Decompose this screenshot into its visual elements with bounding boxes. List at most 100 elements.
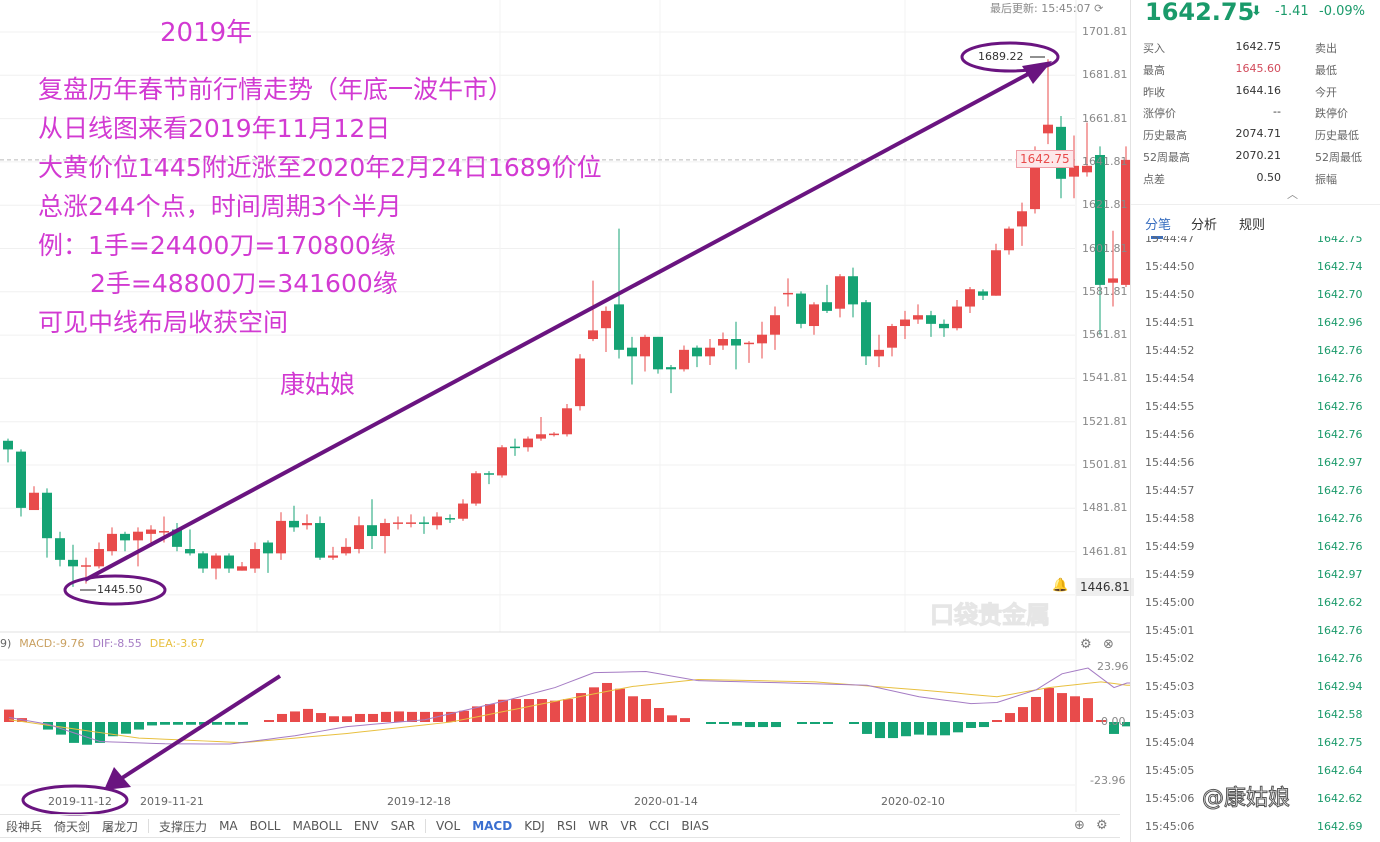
toolbar-item[interactable]: CCI xyxy=(649,819,670,833)
tick-row: 15:45:05 1642.64 xyxy=(1145,764,1380,777)
candle-body xyxy=(523,438,533,448)
toolbar-item[interactable]: KDJ xyxy=(524,819,545,833)
toolbar-item[interactable]: MA xyxy=(219,819,238,833)
candle-body xyxy=(432,516,442,526)
candle-body xyxy=(861,302,871,357)
price-change-pct: -0.09% xyxy=(1319,4,1365,19)
price-tick: 1501.81 xyxy=(1082,458,1128,471)
tick-row: 15:45:06 1642.69 xyxy=(1145,820,1380,833)
toolbar-item[interactable]: BOLL xyxy=(249,819,281,833)
tick-price: 1642.97 xyxy=(1317,568,1363,581)
quote-label: 点差 xyxy=(1143,172,1165,186)
current-price-label: 1642.75 xyxy=(1016,150,1074,168)
toolbar-item[interactable]: BIAS xyxy=(681,819,709,833)
tick-row: 15:44:52 1642.76 xyxy=(1145,344,1380,357)
candle-body xyxy=(263,542,273,554)
gear-icon[interactable]: ⚙ xyxy=(1080,637,1092,652)
candle-body xyxy=(16,451,26,508)
candle-body xyxy=(302,523,312,526)
toolbar-item[interactable]: 倚天剑 xyxy=(54,819,91,834)
date-arrow xyxy=(120,674,282,780)
tick-row: 15:45:01 1642.76 xyxy=(1145,624,1380,637)
toolbar-item[interactable]: VR xyxy=(620,819,638,833)
candle-body xyxy=(770,315,780,335)
quote-value: 1645.60 xyxy=(1235,61,1282,75)
tick-price: 1642.94 xyxy=(1317,680,1363,693)
tab-analysis[interactable]: 分析 xyxy=(1191,218,1218,233)
date-arrowhead xyxy=(104,767,131,790)
macd-bar xyxy=(888,722,898,739)
price-tick: 1521.81 xyxy=(1082,414,1128,428)
macd-header: 9) MACD:-9.76 DIF:-8.55 DEA:-3.67 xyxy=(0,637,213,650)
quote-value: 1644.16 xyxy=(1235,83,1282,97)
macd-bar xyxy=(4,709,14,722)
chart-canvas[interactable] xyxy=(0,0,1130,842)
tab-ticks[interactable]: 分笔 xyxy=(1145,218,1172,233)
candle-body xyxy=(991,250,1001,296)
settings-icon[interactable]: ⚙ xyxy=(1096,818,1108,833)
macd-bar xyxy=(160,722,170,725)
toolbar-item[interactable]: VOL xyxy=(436,819,461,833)
toolbar-item[interactable]: SAR xyxy=(390,819,416,833)
candle-body xyxy=(458,503,468,519)
toolbar-item[interactable]: RSI xyxy=(556,819,577,833)
bell-icon[interactable]: 🔔 xyxy=(1052,578,1069,593)
candle-body xyxy=(380,523,390,537)
tick-list[interactable]: 15:44:47 1642.75 15:44:50 1642.74 15:44:50 16… xyxy=(1131,236,1380,842)
macd-bar xyxy=(745,722,755,728)
macd-bar xyxy=(654,707,664,722)
toolbar-item[interactable]: MACD xyxy=(472,819,513,833)
macd-tick: -23.96 xyxy=(1090,774,1126,787)
candle-body xyxy=(120,533,130,541)
candle-body xyxy=(445,518,455,520)
macd-bar xyxy=(498,699,508,722)
candle-body xyxy=(913,315,923,320)
macd-bar xyxy=(1109,722,1119,734)
quote-value: 0.50 xyxy=(1256,170,1282,184)
candle-body xyxy=(1017,211,1027,227)
collapse-chevron-icon[interactable]: ︿ xyxy=(1287,188,1298,201)
refresh-icon[interactable]: ⟳ xyxy=(1094,2,1104,15)
toolbar-item[interactable]: WR xyxy=(588,819,609,833)
macd-bar xyxy=(186,722,196,725)
down-arrow-icon: ⬇ xyxy=(1251,4,1262,19)
tick-time: 15:44:47 xyxy=(1145,236,1195,245)
candle-body xyxy=(562,408,572,435)
tick-price: 1642.76 xyxy=(1317,400,1363,413)
tick-row: 15:45:02 1642.76 xyxy=(1145,652,1380,665)
candle-body xyxy=(666,367,676,370)
candle-body xyxy=(926,315,936,324)
last-update: 最后更新: 15:45:07 ⟳ xyxy=(990,0,1103,16)
tick-price: 1642.70 xyxy=(1317,288,1363,301)
macd-bar xyxy=(966,722,976,728)
candle-body xyxy=(796,293,806,324)
quote-row: 52周最高 2070.21 52周最低 xyxy=(1143,149,1373,171)
candle-body xyxy=(406,522,416,524)
toolbar-item[interactable]: ENV xyxy=(353,819,379,833)
tick-row: 15:44:56 1642.76 xyxy=(1145,428,1380,441)
macd-bar xyxy=(732,722,742,726)
candle-body xyxy=(575,358,585,407)
candle-body xyxy=(1030,159,1040,210)
macd-bar xyxy=(420,711,430,722)
tick-time: 15:44:55 xyxy=(1145,400,1195,413)
price-tick: 1581.81 xyxy=(1082,284,1128,298)
toolbar-item[interactable]: 段神兵 xyxy=(6,819,43,834)
macd-bar xyxy=(615,688,625,722)
candle-body xyxy=(42,492,52,539)
toolbar-item[interactable]: MABOLL xyxy=(292,819,342,833)
annotation-line: 从日线图来看2019年11月12日 xyxy=(38,114,391,143)
toolbar-item[interactable]: 支撑压力 xyxy=(159,819,208,834)
close-icon[interactable]: ⊗ xyxy=(1103,637,1114,652)
macd-bar xyxy=(797,722,807,724)
macd-bar xyxy=(342,716,352,722)
tab-rules[interactable]: 规则 xyxy=(1239,218,1266,233)
last-price: 1642.75 xyxy=(1145,0,1255,26)
macd-bar xyxy=(979,722,989,728)
quote-value: 2074.71 xyxy=(1235,127,1282,141)
add-icon[interactable]: ⊕ xyxy=(1074,818,1085,833)
quote-label: 历史最低 xyxy=(1315,129,1359,143)
candle-body xyxy=(822,302,832,311)
price-tick: 1481.81 xyxy=(1082,501,1128,515)
toolbar-item[interactable]: 屠龙刀 xyxy=(102,819,139,834)
